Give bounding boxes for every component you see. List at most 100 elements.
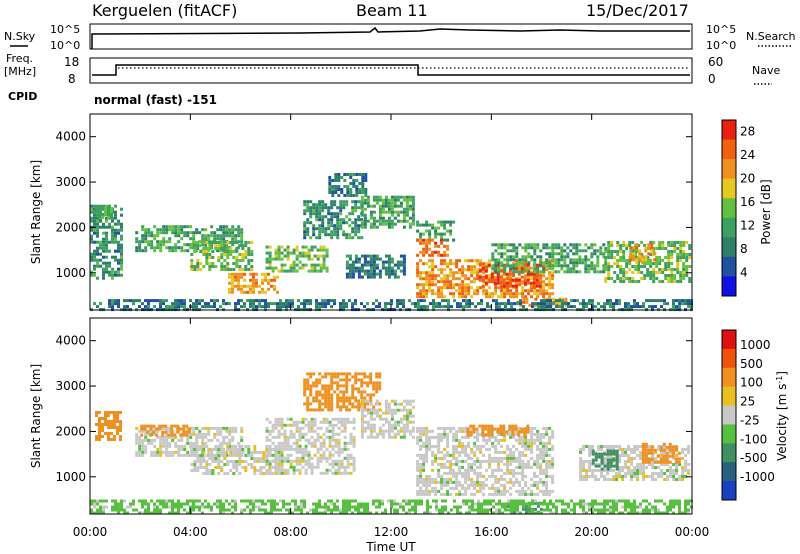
scatter-cell — [301, 432, 305, 436]
scatter-cell — [502, 284, 506, 288]
scatter-cell — [482, 459, 486, 463]
scatter-cell — [509, 471, 513, 475]
scatter-cell — [231, 234, 235, 238]
scatter-cell — [334, 450, 338, 454]
scatter-cell — [549, 305, 552, 309]
scatter-cell — [267, 305, 270, 309]
scatter-cell — [114, 234, 117, 238]
scatter-cell — [440, 253, 444, 257]
scatter-cell — [360, 254, 364, 258]
scatter-cell — [310, 471, 314, 475]
scatter-cell — [204, 432, 208, 436]
scatter-cell — [304, 423, 308, 427]
scatter-cell — [183, 243, 187, 247]
scatter-cell — [274, 423, 278, 427]
scatter-cell — [667, 265, 671, 268]
scatter-cell — [337, 432, 341, 436]
scatter-cell — [324, 206, 328, 210]
scatter-cell — [232, 250, 236, 253]
scatter-cell — [542, 270, 546, 274]
scatter-cell — [633, 302, 636, 306]
scatter-cell — [336, 221, 340, 225]
scatter-cell — [342, 396, 346, 400]
scatter-cell — [113, 435, 116, 438]
scatter-cell — [304, 450, 308, 454]
scatter-cell — [473, 280, 477, 284]
scatter-cell — [110, 420, 113, 423]
scatter-cell — [330, 200, 334, 204]
scatter-cell — [216, 234, 220, 238]
scatter-cell — [378, 387, 382, 391]
scatter-cell — [473, 453, 477, 457]
scatter-cell — [503, 295, 507, 299]
scatter-cell — [425, 453, 429, 457]
scatter-cell — [105, 216, 108, 220]
scatter-cell — [345, 399, 349, 403]
scatter-cell — [531, 302, 534, 306]
scatter-cell — [441, 299, 444, 303]
scatter-cell — [416, 453, 420, 457]
scatter-cell — [566, 255, 570, 259]
scatter-cell — [515, 429, 519, 433]
scatter-cell — [171, 228, 175, 232]
scatter-cell — [213, 237, 217, 241]
scatter-cell — [679, 277, 683, 280]
scatter-cell — [310, 441, 314, 445]
scatter-cell — [96, 204, 99, 208]
scatter-cell — [651, 478, 655, 481]
scatter-cell — [328, 179, 332, 182]
scatter-cell — [642, 302, 645, 306]
scatter-cell — [408, 411, 412, 415]
scatter-cell — [222, 441, 226, 445]
scatter-cell — [378, 269, 382, 273]
scatter-cell — [664, 277, 668, 280]
scatter-cell — [515, 489, 519, 493]
scatter-cell — [446, 492, 450, 496]
scatter-cell — [545, 283, 549, 287]
scatter-cell — [467, 268, 471, 272]
scatter-cell — [470, 271, 474, 275]
scatter-cell — [551, 274, 555, 278]
scatter-cell — [202, 472, 206, 475]
scatter-cell — [363, 429, 367, 433]
scatter-cell — [159, 228, 163, 232]
scatter-cell — [313, 263, 317, 267]
scatter-cell — [484, 266, 488, 270]
scatter-cell — [150, 429, 154, 433]
scatter-cell — [551, 477, 555, 481]
scatter-cell — [168, 444, 172, 448]
scatter-cell — [447, 299, 450, 303]
scatter-cell — [357, 378, 361, 382]
scatter-cell — [339, 203, 343, 207]
scatter-cell — [232, 445, 236, 448]
scatter-cell — [566, 270, 570, 274]
scatter-cell — [542, 492, 546, 496]
scatter-cell — [138, 435, 142, 439]
scatter-cell — [679, 241, 683, 244]
scatter-cell — [470, 280, 474, 284]
scatter-cell — [549, 299, 552, 303]
scatter-cell — [455, 459, 459, 463]
scatter-cell — [419, 474, 423, 478]
scatter-cell — [673, 250, 677, 253]
scatter-cell — [440, 483, 444, 487]
scatter-cell — [452, 444, 456, 448]
scatter-cell — [387, 254, 391, 258]
scatter-cell — [619, 268, 623, 271]
scatter-cell — [458, 283, 462, 287]
scatter-cell — [318, 224, 322, 228]
scatter-cell — [402, 426, 406, 430]
scatter-cell — [168, 249, 172, 253]
scatter-cell — [524, 295, 528, 299]
scatter-cell — [629, 255, 633, 259]
scatter-cell — [306, 218, 310, 222]
scatter-cell — [95, 423, 98, 426]
scatter-cell — [576, 299, 579, 303]
scatter-cell — [237, 281, 240, 285]
scatter-cell — [638, 258, 642, 262]
scatter-cell — [303, 384, 307, 388]
scatter-cell — [490, 272, 494, 276]
scatter-cell — [440, 432, 444, 436]
scatter-cell — [443, 492, 447, 496]
